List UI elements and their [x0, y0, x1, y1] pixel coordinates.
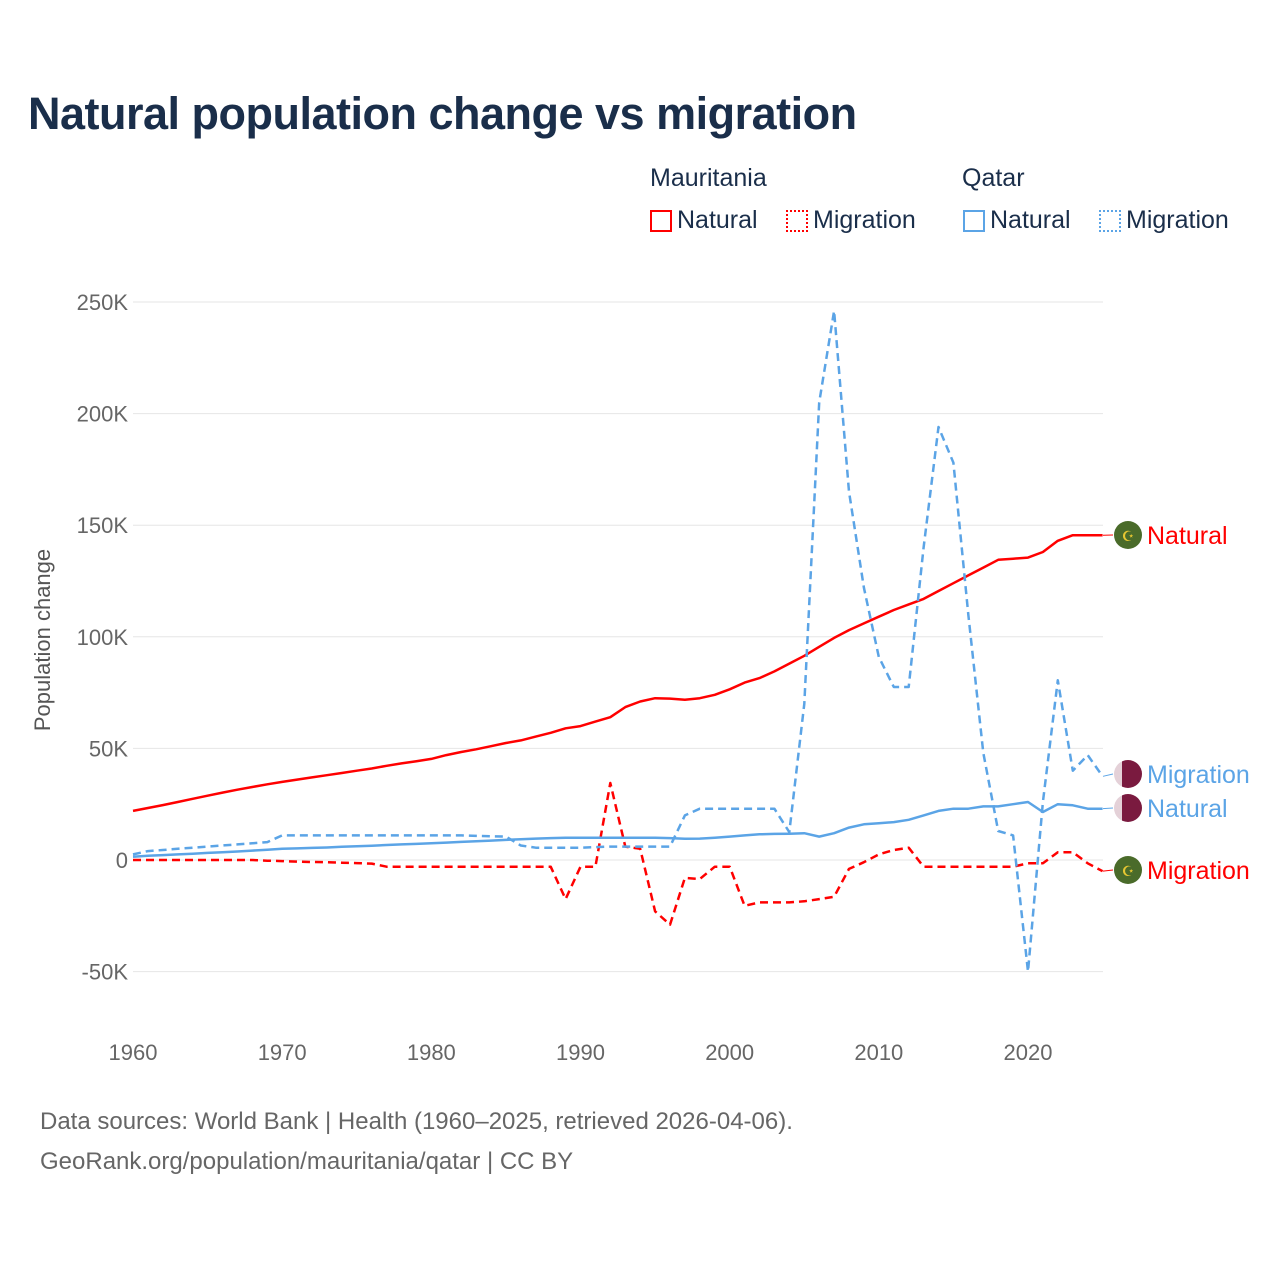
chart-title: Natural population change vs migration [28, 88, 857, 139]
footer-sources: Data sources: World Bank | Health (1960–… [40, 1108, 793, 1135]
legend-swatch-dotted-red [786, 209, 808, 232]
crescent-icon: ☪ [1122, 863, 1135, 879]
y-axis-label: Population change [30, 549, 55, 731]
x-tick-label: 1980 [407, 1040, 456, 1065]
legend-swatch-solid-blue [963, 209, 985, 232]
label-connector [1102, 773, 1114, 777]
y-tick-label: -50K [82, 960, 129, 985]
x-tick-label: 1970 [258, 1040, 307, 1065]
legend-group-qatar: Qatar [962, 164, 1025, 192]
legend-swatch-solid-red [650, 209, 672, 232]
series-end-label: Natural [1147, 795, 1228, 823]
x-tick-label: 1960 [109, 1040, 158, 1065]
legend-label: Natural [990, 206, 1071, 234]
qatar-flag-serration [1114, 794, 1122, 822]
series-end-label: Migration [1147, 857, 1250, 885]
legend-swatch-dotted-blue [1099, 209, 1121, 232]
mauritania-flag-icon [1114, 521, 1142, 549]
legend-qatar-natural[interactable]: Natural [963, 206, 1071, 235]
y-tick-label: 50K [89, 736, 128, 761]
legend-qatar-migration[interactable]: Migration [1099, 206, 1229, 235]
legend-mauritania-migration[interactable]: Migration [786, 206, 916, 235]
legend-mauritania-natural[interactable]: Natural [650, 206, 758, 235]
y-tick-label: 250K [77, 290, 129, 315]
mauritania-flag-icon [1114, 856, 1142, 884]
y-tick-label: 0 [116, 848, 128, 873]
legend-label: Migration [1126, 206, 1229, 234]
series-line-mauritania-migration [133, 781, 1104, 926]
legend-label: Migration [813, 206, 916, 234]
series-line-mauritania-natural [132, 533, 1103, 813]
series-end-label: Natural [1147, 522, 1228, 550]
crescent-icon: ☪ [1122, 528, 1135, 544]
series-end-label: Migration [1147, 761, 1250, 789]
label-connector [1102, 869, 1114, 872]
x-tick-label: 1990 [556, 1040, 605, 1065]
y-tick-label: 100K [77, 625, 129, 650]
x-tick-label: 2010 [854, 1040, 903, 1065]
y-tick-label: 200K [77, 402, 129, 427]
footer-link[interactable]: GeoRank.org/population/mauritania/qatar … [40, 1148, 574, 1175]
series-line-qatar-natural [132, 800, 1103, 858]
label-connector [1102, 807, 1114, 810]
x-tick-label: 2020 [1004, 1040, 1053, 1065]
x-tick-label: 2000 [705, 1040, 754, 1065]
legend-group-mauritania: Mauritania [650, 164, 767, 192]
qatar-flag-serration [1114, 760, 1122, 788]
series-line-qatar-migration [132, 309, 1104, 973]
y-tick-label: 150K [77, 513, 129, 538]
legend-label: Natural [677, 206, 758, 234]
